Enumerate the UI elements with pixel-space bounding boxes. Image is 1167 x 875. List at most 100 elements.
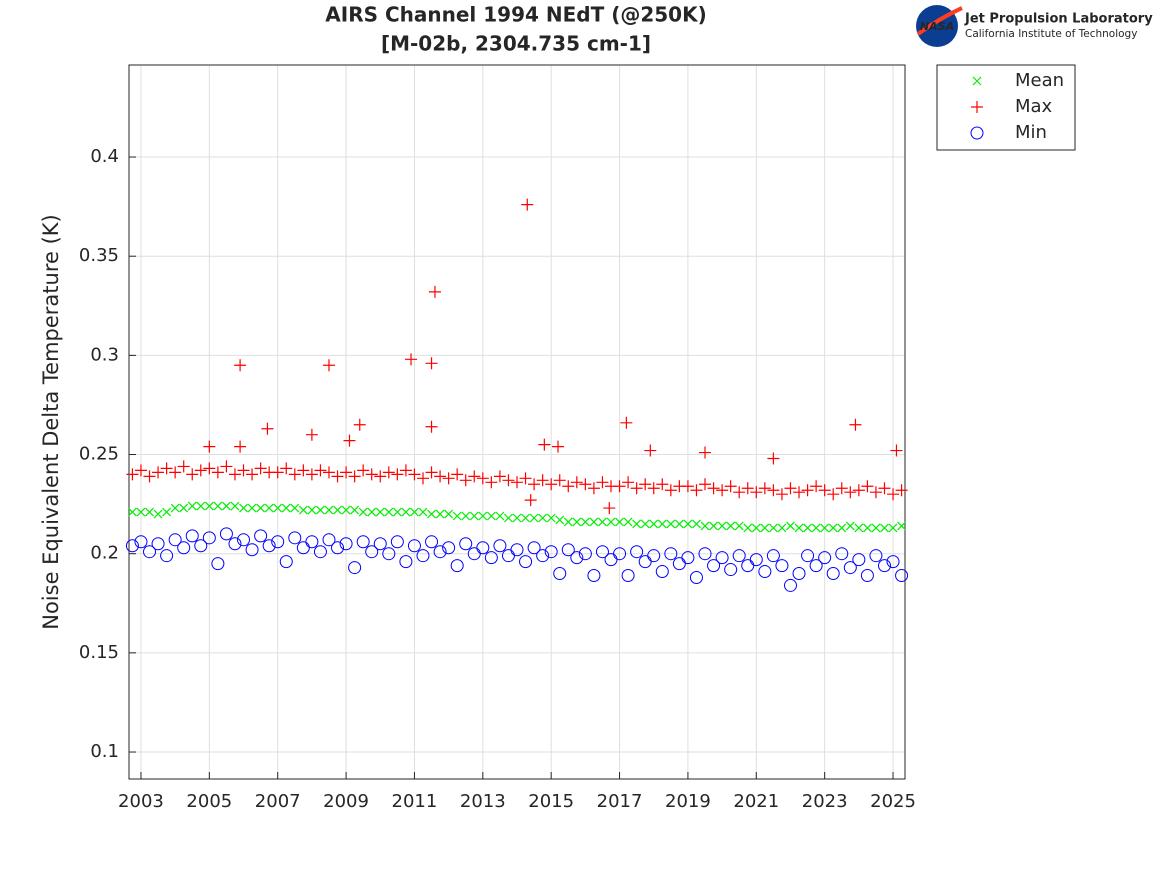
point — [801, 549, 815, 563]
point — [125, 539, 139, 553]
point — [357, 464, 370, 477]
point — [478, 511, 488, 521]
x-tick-label: 2013 — [460, 791, 506, 812]
point — [699, 446, 712, 459]
point — [134, 464, 147, 477]
point — [169, 466, 182, 479]
point — [521, 513, 530, 523]
point — [630, 482, 643, 495]
legend-box — [936, 64, 1076, 151]
point — [373, 537, 387, 551]
point — [486, 511, 496, 521]
point — [751, 523, 761, 533]
point — [895, 484, 908, 497]
point — [510, 543, 524, 557]
point — [264, 503, 274, 513]
point — [428, 285, 441, 298]
logo-swoosh — [916, 6, 963, 36]
point — [598, 517, 607, 527]
point — [254, 462, 267, 475]
point — [168, 533, 182, 547]
point — [350, 505, 360, 515]
point — [724, 563, 738, 577]
chart-subtitle: [M-02b, 2304.735 cm-1] — [381, 32, 651, 56]
point — [353, 418, 366, 431]
point — [767, 484, 780, 497]
point — [784, 482, 797, 495]
point — [399, 464, 412, 477]
point — [692, 519, 701, 529]
point — [655, 565, 669, 579]
point — [827, 488, 840, 501]
point — [578, 547, 592, 561]
point — [587, 482, 600, 495]
point — [219, 527, 233, 541]
point — [375, 507, 385, 517]
point — [852, 553, 866, 567]
point — [343, 434, 356, 447]
point — [134, 535, 148, 549]
point — [442, 472, 455, 485]
point — [529, 513, 539, 523]
point — [880, 523, 889, 533]
point — [871, 523, 881, 533]
point — [410, 507, 419, 517]
point — [484, 551, 498, 565]
point — [561, 543, 575, 557]
point — [724, 480, 737, 493]
plot-area: 0.1 0.15 0.2 0.25 0.3 0.35 0.4 2003 2005 2007 2009… — [79, 64, 1076, 812]
point — [849, 418, 862, 431]
point — [341, 505, 351, 515]
point — [160, 549, 174, 563]
point — [726, 521, 736, 531]
point — [538, 513, 548, 523]
point — [803, 523, 812, 533]
point — [444, 509, 454, 519]
x-tick-label: 2017 — [597, 791, 643, 812]
point — [504, 513, 513, 523]
point — [596, 476, 609, 489]
point — [476, 541, 490, 555]
point — [222, 501, 231, 511]
point — [305, 468, 318, 481]
point — [170, 503, 180, 513]
point — [664, 484, 677, 497]
point — [493, 539, 507, 553]
point — [715, 551, 729, 565]
point — [273, 503, 283, 513]
point — [570, 476, 583, 489]
point — [213, 501, 223, 511]
point — [589, 517, 599, 527]
point — [382, 466, 395, 479]
point — [716, 484, 729, 497]
point — [519, 555, 533, 569]
point — [511, 476, 523, 489]
legend-label: Min — [1015, 122, 1047, 143]
point — [202, 531, 216, 545]
point — [760, 523, 770, 533]
point — [854, 523, 864, 533]
point — [418, 507, 428, 517]
x-tick-label: 2007 — [255, 791, 301, 812]
point — [794, 523, 804, 533]
point — [681, 480, 694, 493]
point — [450, 559, 464, 573]
point — [587, 569, 601, 583]
legend-marker — [970, 126, 984, 140]
point — [288, 468, 301, 481]
point — [606, 517, 616, 527]
legend-marker — [971, 101, 983, 113]
point — [734, 521, 744, 531]
point — [425, 420, 438, 433]
point — [844, 486, 857, 499]
y-tick-label: 0.1 — [90, 741, 119, 762]
point — [536, 549, 550, 563]
point — [792, 567, 806, 581]
point — [700, 521, 710, 531]
point — [580, 517, 590, 527]
point — [810, 480, 823, 493]
point — [545, 478, 558, 491]
point — [305, 535, 319, 549]
point — [234, 440, 247, 453]
point — [647, 482, 660, 495]
